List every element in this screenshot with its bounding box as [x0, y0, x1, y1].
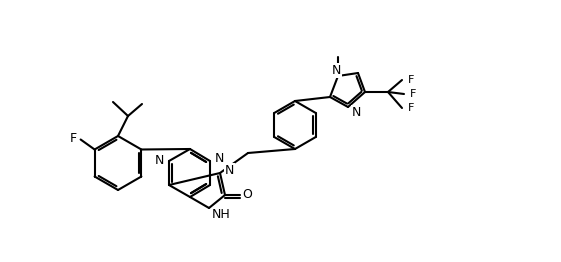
Text: N: N	[215, 152, 224, 166]
Text: F: F	[70, 132, 77, 145]
Text: NH: NH	[212, 209, 231, 221]
Text: O: O	[242, 188, 252, 201]
Text: N: N	[352, 106, 361, 118]
Text: N: N	[332, 63, 341, 77]
Text: F: F	[408, 75, 415, 85]
Text: N: N	[155, 155, 164, 167]
Text: F: F	[408, 103, 415, 113]
Text: N: N	[225, 163, 234, 177]
Text: F: F	[410, 89, 416, 99]
